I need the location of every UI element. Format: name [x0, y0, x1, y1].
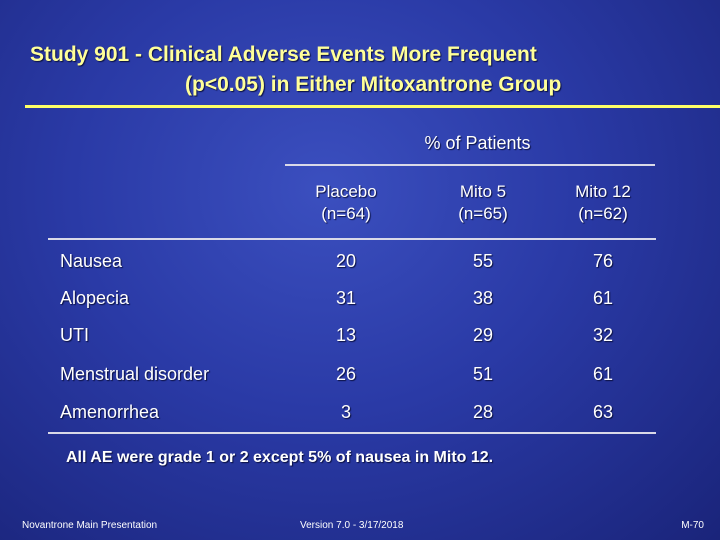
cell-mito5: 38: [472, 288, 494, 308]
table-row: Menstrual disorder 26 51 61: [0, 361, 720, 387]
title-line-1: Study 901 - Clinical Adverse Events More…: [30, 43, 537, 66]
column-n: (n=62): [578, 204, 628, 223]
cell-mito5: 29: [472, 325, 494, 345]
cell-placebo: 31: [335, 288, 357, 308]
cell-placebo: 13: [335, 325, 357, 345]
table-row: Alopecia 31 38 61: [0, 285, 720, 311]
cell-mito5: 28: [472, 402, 494, 422]
footnote: All AE were grade 1 or 2 except 5% of na…: [66, 449, 494, 466]
row-label: Nausea: [60, 251, 123, 271]
row-label: Alopecia: [60, 288, 130, 308]
cell-mito12: 76: [592, 251, 614, 271]
group-header: % of Patients: [424, 133, 531, 153]
title-line-2: (p<0.05) in Either Mitoxantrone Group: [185, 73, 562, 96]
column-name: Mito 5: [459, 182, 507, 201]
column-header-mito5: Mito 5 (n=65): [418, 181, 548, 225]
column-header-mito12: Mito 12 (n=62): [538, 181, 668, 225]
cell-mito12: 61: [592, 288, 614, 308]
footer-version: Version 7.0 - 3/17/2018: [300, 520, 404, 531]
cell-mito5: 55: [472, 251, 494, 271]
group-header-divider: [285, 164, 655, 166]
table-row: UTI 13 29 32: [0, 322, 720, 348]
column-n: (n=65): [458, 204, 508, 223]
row-label: Menstrual disorder: [60, 364, 210, 384]
cell-placebo: 26: [335, 364, 357, 384]
row-label: Amenorrhea: [60, 402, 160, 422]
column-n: (n=64): [321, 204, 371, 223]
slide-title: Study 901 - Clinical Adverse Events More…: [30, 40, 690, 100]
column-header-placebo: Placebo (n=64): [281, 181, 411, 225]
cell-placebo: 20: [335, 251, 357, 271]
cell-mito12: 61: [592, 364, 614, 384]
cell-mito12: 63: [592, 402, 614, 422]
cell-mito12: 32: [592, 325, 614, 345]
table-bottom-divider: [48, 432, 656, 434]
cell-placebo: 3: [340, 402, 351, 422]
row-label: UTI: [60, 325, 89, 345]
footer-slide-number: M-70: [681, 520, 704, 531]
table-row: Nausea 20 55 76: [0, 248, 720, 274]
column-name: Placebo: [315, 182, 377, 201]
cell-mito5: 51: [472, 364, 494, 384]
footer-presentation-name: Novantrone Main Presentation: [22, 520, 158, 531]
title-divider: [25, 105, 720, 108]
column-name: Mito 12: [575, 182, 631, 201]
header-divider: [48, 238, 656, 240]
table-row: Amenorrhea 3 28 63: [0, 399, 720, 425]
